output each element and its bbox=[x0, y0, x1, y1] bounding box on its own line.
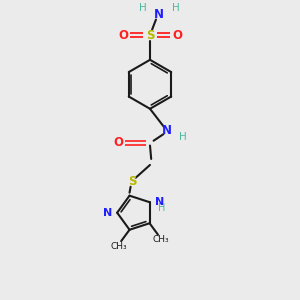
Text: O: O bbox=[172, 28, 182, 41]
Text: S: S bbox=[128, 175, 136, 188]
Text: S: S bbox=[146, 28, 154, 41]
Text: H: H bbox=[179, 132, 187, 142]
Text: H: H bbox=[172, 3, 179, 13]
Text: H: H bbox=[139, 3, 146, 13]
Text: O: O bbox=[118, 28, 128, 41]
Text: N: N bbox=[161, 124, 171, 137]
Text: H: H bbox=[158, 202, 166, 213]
Text: N: N bbox=[154, 8, 164, 21]
Text: O: O bbox=[114, 136, 124, 149]
Text: CH₃: CH₃ bbox=[152, 236, 169, 244]
Text: N: N bbox=[103, 208, 112, 218]
Text: N: N bbox=[154, 197, 164, 207]
Text: CH₃: CH₃ bbox=[110, 242, 127, 251]
